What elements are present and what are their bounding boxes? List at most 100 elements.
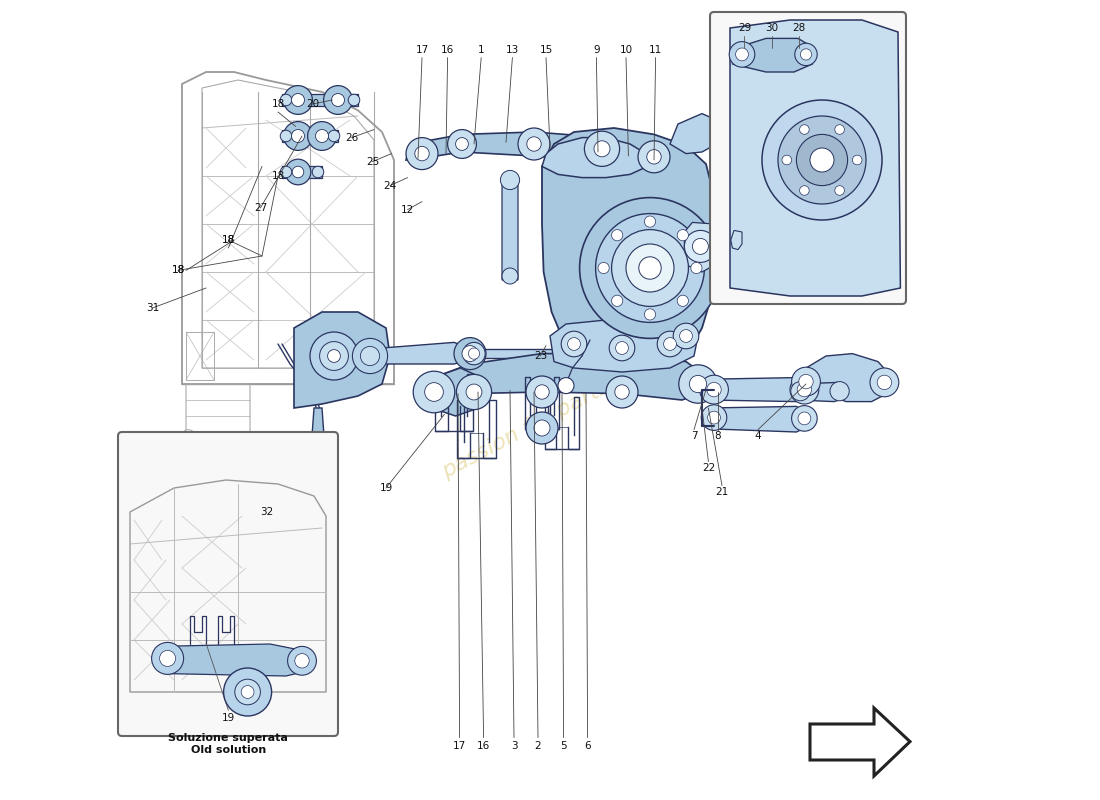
Circle shape bbox=[518, 128, 550, 160]
Circle shape bbox=[292, 130, 305, 142]
Circle shape bbox=[612, 230, 623, 241]
Circle shape bbox=[707, 411, 721, 424]
Circle shape bbox=[466, 384, 482, 400]
Text: 12: 12 bbox=[402, 205, 415, 214]
Text: 15: 15 bbox=[539, 45, 552, 54]
Circle shape bbox=[320, 342, 349, 370]
Circle shape bbox=[594, 141, 610, 157]
Circle shape bbox=[852, 155, 862, 165]
Circle shape bbox=[425, 382, 443, 402]
Text: 16: 16 bbox=[477, 741, 491, 750]
Circle shape bbox=[455, 138, 469, 150]
Text: 18: 18 bbox=[272, 171, 285, 181]
FancyBboxPatch shape bbox=[118, 432, 338, 736]
Circle shape bbox=[534, 420, 550, 436]
Text: 9: 9 bbox=[593, 45, 600, 54]
Circle shape bbox=[810, 148, 834, 172]
Text: 8: 8 bbox=[715, 431, 722, 441]
Circle shape bbox=[284, 122, 312, 150]
Circle shape bbox=[782, 155, 792, 165]
FancyBboxPatch shape bbox=[710, 12, 906, 304]
Polygon shape bbox=[542, 128, 718, 378]
Circle shape bbox=[223, 668, 272, 716]
Circle shape bbox=[679, 365, 717, 403]
Circle shape bbox=[606, 376, 638, 408]
Circle shape bbox=[626, 244, 674, 292]
Text: 4: 4 bbox=[755, 431, 761, 441]
Circle shape bbox=[701, 405, 727, 430]
Polygon shape bbox=[550, 320, 698, 372]
Circle shape bbox=[352, 338, 387, 374]
Circle shape bbox=[293, 166, 304, 178]
Circle shape bbox=[463, 342, 485, 365]
Circle shape bbox=[639, 257, 661, 279]
Circle shape bbox=[285, 159, 311, 185]
Circle shape bbox=[584, 131, 619, 166]
Circle shape bbox=[692, 238, 708, 254]
Circle shape bbox=[800, 186, 810, 195]
Circle shape bbox=[234, 679, 261, 705]
Circle shape bbox=[295, 654, 309, 668]
Circle shape bbox=[799, 374, 813, 389]
Circle shape bbox=[870, 368, 899, 397]
Polygon shape bbox=[406, 132, 666, 168]
Circle shape bbox=[284, 86, 312, 114]
Text: 27: 27 bbox=[254, 203, 267, 213]
Text: 23: 23 bbox=[534, 351, 547, 361]
Circle shape bbox=[798, 382, 812, 397]
Circle shape bbox=[414, 371, 454, 413]
Polygon shape bbox=[796, 354, 892, 402]
Circle shape bbox=[312, 166, 323, 178]
Circle shape bbox=[526, 412, 558, 444]
Circle shape bbox=[462, 346, 478, 362]
Circle shape bbox=[331, 94, 344, 106]
Circle shape bbox=[792, 406, 817, 431]
Circle shape bbox=[736, 48, 748, 61]
Text: 1: 1 bbox=[477, 45, 484, 54]
Polygon shape bbox=[796, 382, 846, 402]
Circle shape bbox=[616, 342, 628, 354]
Text: 25: 25 bbox=[366, 157, 379, 166]
Circle shape bbox=[791, 382, 810, 401]
Circle shape bbox=[684, 230, 716, 262]
Text: passion for parts.com: passion for parts.com bbox=[439, 350, 661, 482]
Circle shape bbox=[500, 170, 519, 190]
Text: 30: 30 bbox=[764, 23, 778, 33]
Polygon shape bbox=[502, 178, 518, 280]
Circle shape bbox=[469, 348, 480, 359]
Circle shape bbox=[292, 94, 305, 106]
Circle shape bbox=[673, 323, 698, 349]
Circle shape bbox=[535, 385, 549, 399]
Circle shape bbox=[612, 230, 689, 306]
Polygon shape bbox=[670, 114, 716, 154]
Circle shape bbox=[323, 86, 352, 114]
Text: 5: 5 bbox=[560, 741, 566, 750]
Polygon shape bbox=[426, 368, 484, 416]
Text: 13: 13 bbox=[506, 45, 519, 54]
Polygon shape bbox=[310, 408, 330, 500]
Bar bbox=[186, 332, 214, 380]
Text: 26: 26 bbox=[345, 133, 359, 142]
Circle shape bbox=[678, 295, 689, 306]
Polygon shape bbox=[733, 38, 814, 72]
Circle shape bbox=[729, 42, 755, 67]
Text: 18: 18 bbox=[172, 266, 185, 275]
Circle shape bbox=[795, 43, 817, 66]
Bar bbox=[314, 501, 327, 510]
Circle shape bbox=[691, 262, 702, 274]
Circle shape bbox=[160, 650, 176, 666]
Circle shape bbox=[680, 330, 692, 342]
Text: 3: 3 bbox=[510, 741, 517, 750]
Polygon shape bbox=[684, 222, 716, 272]
Circle shape bbox=[700, 375, 728, 404]
Text: 22: 22 bbox=[702, 463, 715, 473]
Polygon shape bbox=[294, 312, 390, 408]
Circle shape bbox=[645, 309, 656, 320]
Circle shape bbox=[287, 646, 317, 675]
Circle shape bbox=[361, 346, 379, 366]
Polygon shape bbox=[470, 349, 622, 358]
Circle shape bbox=[307, 479, 332, 505]
Text: 19: 19 bbox=[222, 714, 235, 723]
Polygon shape bbox=[282, 94, 358, 106]
Circle shape bbox=[796, 134, 848, 186]
